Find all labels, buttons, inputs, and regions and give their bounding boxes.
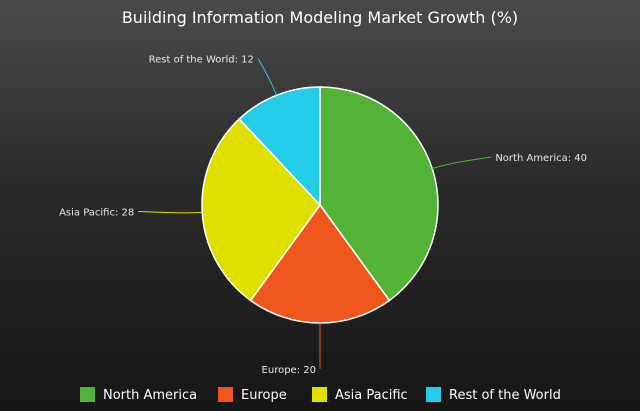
data-labels: North America: 40 Europe: 20 Asia Pacific:… (59, 55, 587, 376)
pie-slices (201, 86, 439, 324)
label-connector (138, 211, 203, 214)
legend-swatch (218, 387, 233, 402)
pie-slice-north-america[interactable] (319, 86, 439, 302)
legend-item[interactable]: North America (80, 387, 197, 403)
legend-item[interactable]: Rest of the World (426, 387, 561, 403)
data-label: North America: 40 (495, 153, 587, 164)
label-connector (257, 58, 278, 96)
legend-swatch (80, 387, 95, 402)
legend-item[interactable]: Europe (218, 387, 287, 403)
label-connector (432, 156, 492, 170)
data-label: Asia Pacific: 28 (59, 208, 134, 219)
data-label: Europe: 20 (262, 365, 316, 376)
legend: North America Europe Asia Pacific Rest of t… (80, 387, 561, 403)
legend-label: Europe (241, 388, 287, 403)
legend-label: North America (103, 388, 197, 403)
legend-swatch (312, 387, 327, 402)
legend-item[interactable]: Asia Pacific (312, 387, 408, 403)
pie-slice-asia-pacific[interactable] (201, 117, 321, 302)
data-label: Rest of the World: 12 (149, 55, 254, 66)
legend-swatch (426, 387, 441, 402)
pie-slice-europe[interactable] (249, 203, 391, 324)
chart-title: Building Information Modeling Market Gro… (122, 8, 518, 27)
legend-label: Asia Pacific (335, 388, 408, 403)
legend-label: Rest of the World (449, 388, 561, 403)
